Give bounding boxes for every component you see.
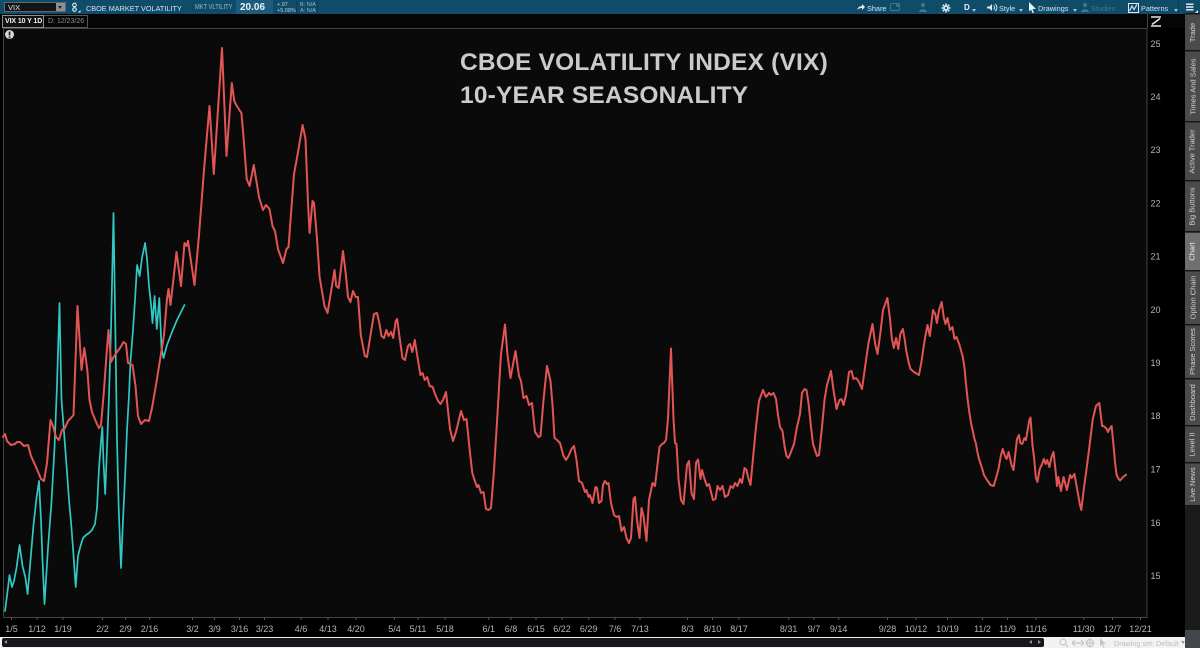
svg-text:21: 21 xyxy=(1151,252,1161,262)
svg-text:6/8: 6/8 xyxy=(505,624,518,634)
svg-text:10/12: 10/12 xyxy=(905,624,928,634)
svg-text:6/1: 6/1 xyxy=(482,624,495,634)
svg-text:7/13: 7/13 xyxy=(631,624,649,634)
svg-text:11/2: 11/2 xyxy=(974,624,991,634)
svg-text:17: 17 xyxy=(1151,465,1161,475)
svg-text:11/16: 11/16 xyxy=(1025,624,1047,634)
svg-text:12/21: 12/21 xyxy=(1129,624,1152,634)
svg-text:1/5: 1/5 xyxy=(5,624,18,634)
svg-text:9/28: 9/28 xyxy=(879,624,897,634)
svg-text:6/29: 6/29 xyxy=(580,624,598,634)
svg-text:11/9: 11/9 xyxy=(999,624,1016,634)
svg-text:23: 23 xyxy=(1151,145,1161,155)
svg-text:10-YEAR SEASONALITY: 10-YEAR SEASONALITY xyxy=(460,82,748,109)
svg-text:9/14: 9/14 xyxy=(830,624,848,634)
svg-text:CBOE VOLATILITY INDEX (VIX): CBOE VOLATILITY INDEX (VIX) xyxy=(460,49,828,76)
svg-text:3/23: 3/23 xyxy=(256,624,274,634)
svg-text:7/6: 7/6 xyxy=(609,624,622,634)
svg-text:9/7: 9/7 xyxy=(808,624,821,634)
svg-text:4/13: 4/13 xyxy=(319,624,337,634)
svg-text:8/10: 8/10 xyxy=(704,624,722,634)
svg-text:5/11: 5/11 xyxy=(410,624,427,634)
svg-text:3/9: 3/9 xyxy=(208,624,221,634)
svg-text:4/20: 4/20 xyxy=(347,624,365,634)
svg-text:6/15: 6/15 xyxy=(527,624,545,634)
svg-text:11/30: 11/30 xyxy=(1073,624,1095,634)
svg-text:16: 16 xyxy=(1151,518,1161,528)
svg-text:22: 22 xyxy=(1151,199,1161,209)
svg-text:19: 19 xyxy=(1151,358,1161,368)
svg-text:5/18: 5/18 xyxy=(436,624,454,634)
svg-text:25: 25 xyxy=(1151,39,1161,49)
svg-text:2/16: 2/16 xyxy=(141,624,159,634)
svg-text:15: 15 xyxy=(1151,571,1161,581)
svg-text:1/19: 1/19 xyxy=(54,624,72,634)
svg-text:24: 24 xyxy=(1151,92,1161,102)
svg-text:8/31: 8/31 xyxy=(780,624,798,634)
svg-text:1/12: 1/12 xyxy=(28,624,46,634)
svg-text:2/9: 2/9 xyxy=(119,624,132,634)
svg-text:3/2: 3/2 xyxy=(186,624,199,634)
svg-text:3/16: 3/16 xyxy=(231,624,249,634)
svg-text:12/7: 12/7 xyxy=(1104,624,1122,634)
svg-text:8/3: 8/3 xyxy=(681,624,694,634)
svg-text:2/2: 2/2 xyxy=(96,624,109,634)
svg-text:4/6: 4/6 xyxy=(295,624,308,634)
svg-text:18: 18 xyxy=(1151,411,1161,421)
svg-text:6/22: 6/22 xyxy=(553,624,571,634)
svg-text:5/4: 5/4 xyxy=(388,624,401,634)
svg-text:20: 20 xyxy=(1151,305,1161,315)
svg-text:8/17: 8/17 xyxy=(730,624,748,634)
svg-text:10/19: 10/19 xyxy=(936,624,959,634)
